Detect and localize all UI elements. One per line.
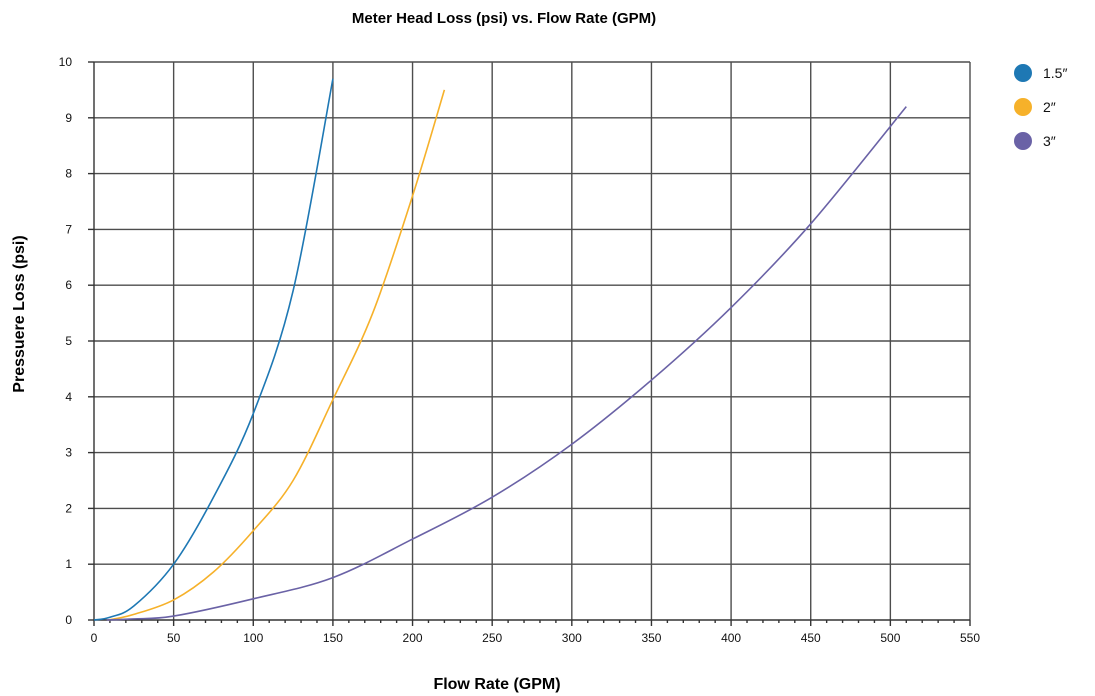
legend-marker-1 <box>1014 64 1032 82</box>
x-tick-label: 200 <box>403 631 423 645</box>
y-tick-label: 5 <box>65 334 72 348</box>
y-tick-label: 9 <box>65 111 72 125</box>
y-axis-label: Pressuere Loss (psi) <box>11 235 28 392</box>
y-tick-label: 0 <box>65 613 72 627</box>
y-tick-label: 10 <box>59 55 73 69</box>
series-group <box>93 78 907 621</box>
grid <box>94 61 971 620</box>
x-tick-label: 50 <box>167 631 181 645</box>
x-tick-label: 150 <box>323 631 343 645</box>
x-tick-label: 300 <box>562 631 582 645</box>
series-line-1 <box>93 78 334 621</box>
y-tick-label: 1 <box>65 557 72 571</box>
y-tick-label: 8 <box>65 167 72 181</box>
y-axis-ticks: 0 1 2 3 4 5 6 7 8 9 10 <box>59 55 94 627</box>
x-tick-label: 100 <box>243 631 263 645</box>
x-axis-ticks: 0 50 100 150 200 250 300 350 400 450 500 550 <box>91 620 980 645</box>
x-tick-label: 500 <box>880 631 900 645</box>
x-axis-label: Flow Rate (GPM) <box>433 676 560 693</box>
legend-label-3: 3″ <box>1043 133 1056 149</box>
series-line-2 <box>108 89 446 621</box>
legend-marker-3 <box>1014 132 1032 150</box>
legend-label-2: 2″ <box>1043 99 1056 115</box>
x-tick-label: 0 <box>91 631 98 645</box>
y-tick-label: 7 <box>65 222 72 236</box>
chart-title: Meter Head Loss (psi) vs. Flow Rate (GPM… <box>352 10 656 27</box>
legend-marker-2 <box>1014 98 1032 116</box>
y-tick-label: 2 <box>65 501 72 515</box>
y-tick-label: 6 <box>65 278 72 292</box>
x-tick-label: 350 <box>641 631 661 645</box>
x-tick-label: 250 <box>482 631 502 645</box>
series-line-3 <box>106 106 907 621</box>
y-tick-label: 4 <box>65 390 72 404</box>
legend: 1.5″ 2″ 3″ <box>1014 64 1067 150</box>
x-tick-label: 450 <box>801 631 821 645</box>
x-tick-label: 400 <box>721 631 741 645</box>
x-tick-label: 550 <box>960 631 980 645</box>
legend-label-1: 1.5″ <box>1043 65 1067 81</box>
y-tick-label: 3 <box>65 446 72 460</box>
